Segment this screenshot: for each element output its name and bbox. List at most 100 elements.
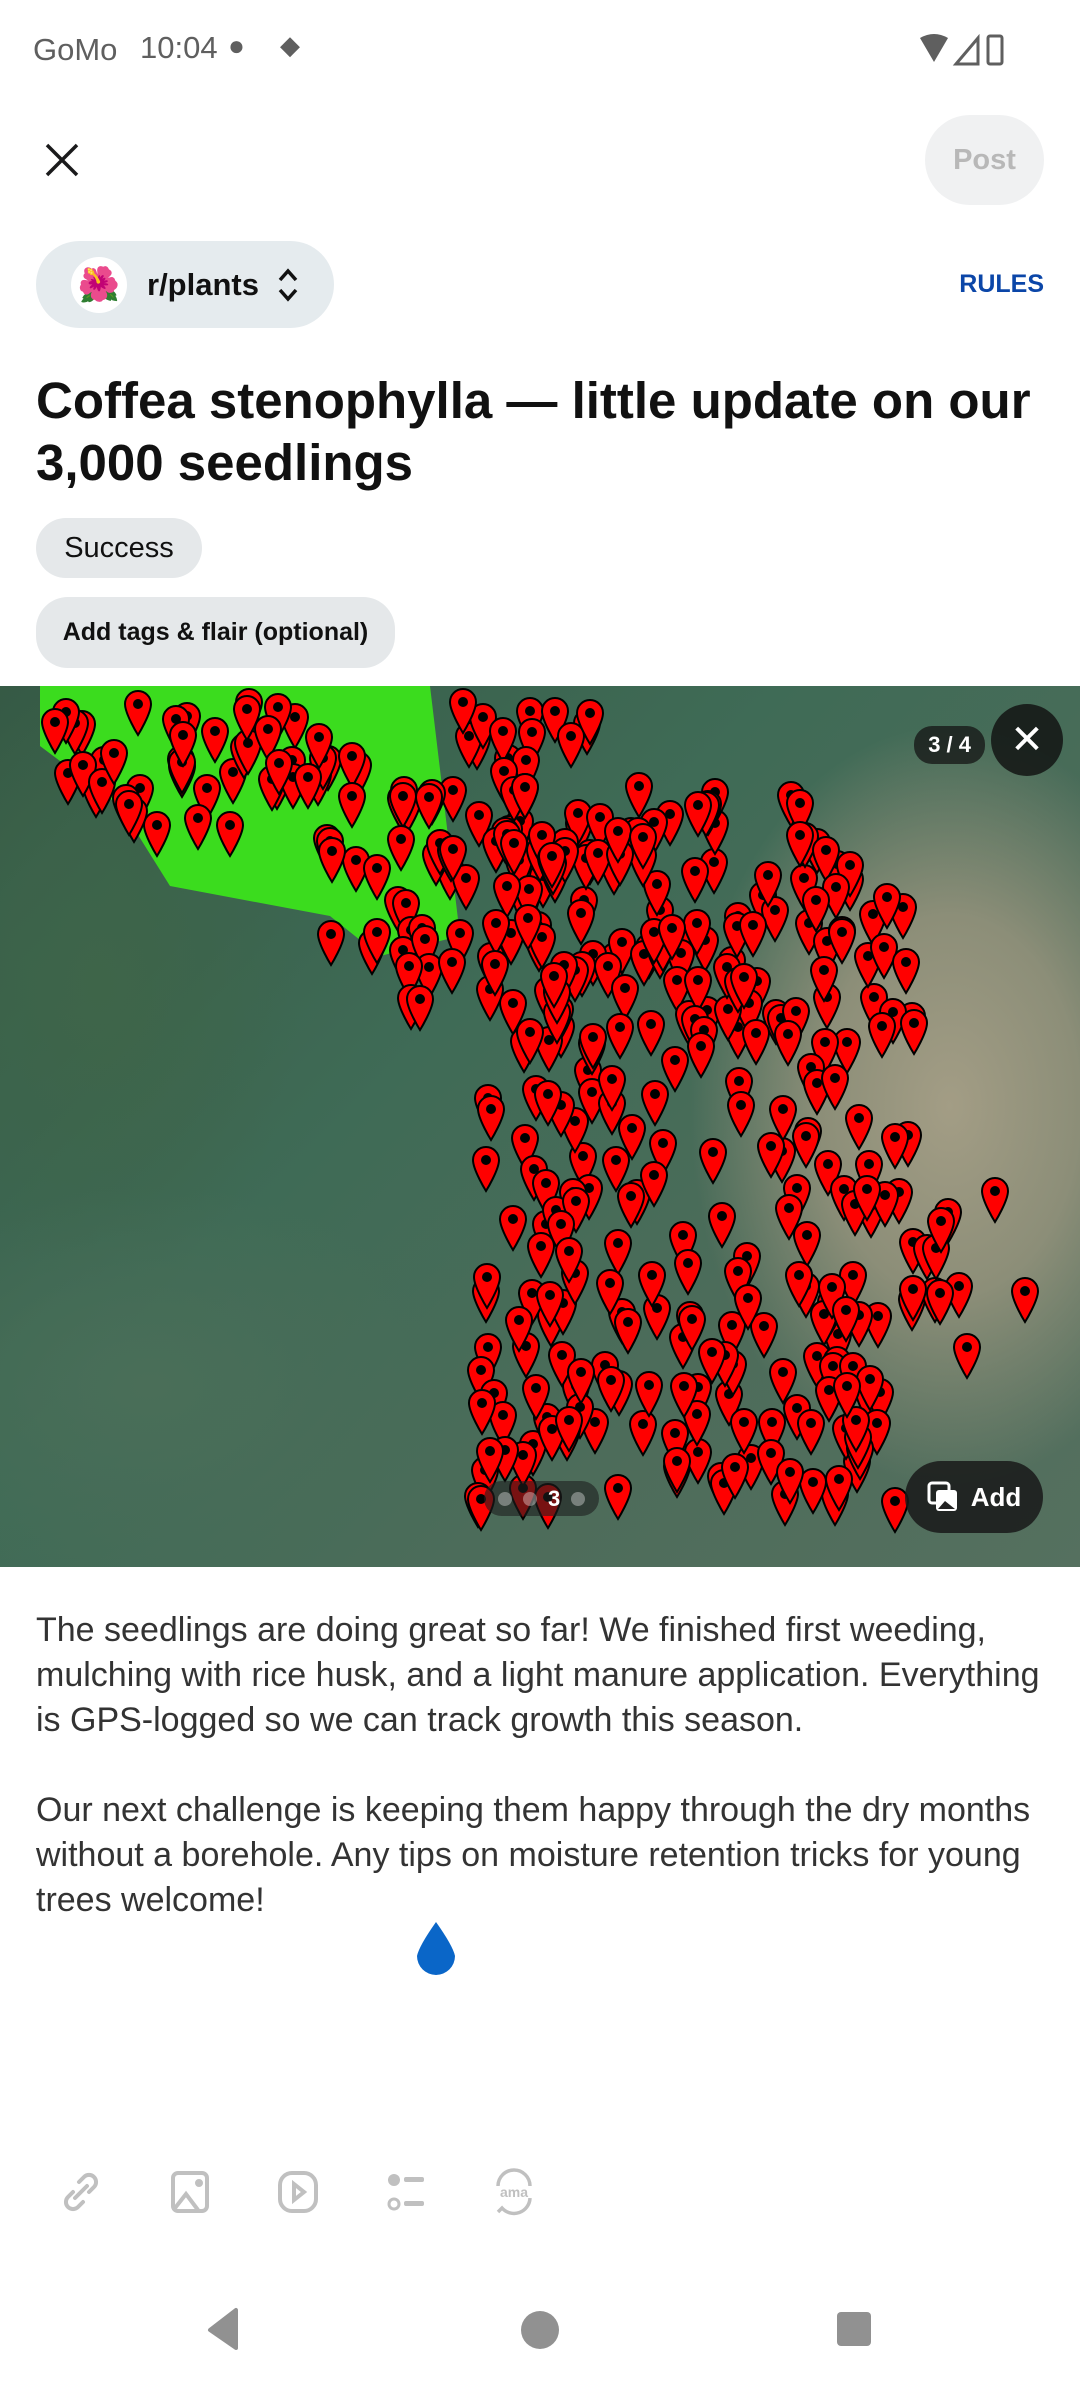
battery-icon [986,34,1004,66]
gps-pin-icon [774,1193,803,1241]
gps-pin-icon [867,1012,896,1060]
add-tags-button[interactable]: Add tags & flair (optional) [36,597,395,668]
gps-pin-icon [926,1278,955,1326]
remove-media-button[interactable]: ✕ [991,704,1063,776]
gps-pin-icon [629,1410,658,1458]
gps-pin-icon [566,1357,595,1405]
gps-pin-icon [870,933,899,981]
gps-pin-icon [533,1079,562,1127]
community-selector[interactable]: 🌺 r/plants [36,241,334,328]
add-media-button[interactable]: Add [905,1461,1043,1533]
ama-icon[interactable]: ama [490,2168,538,2216]
gps-pin-icon [168,721,197,769]
gps-pin-icon [841,1405,870,1453]
gps-pin-icon [538,841,567,889]
home-nav-icon[interactable] [510,2300,570,2360]
gps-pin-icon [294,763,323,811]
gps-pin-icon [699,848,728,896]
media-image-gps-map[interactable]: 3 / 4 ✕ 3 Add [0,686,1080,1567]
gps-pin-icon [831,1295,860,1343]
game-notification-icon: ◆ [280,30,300,60]
gps-pin-icon [729,1408,758,1456]
post-button[interactable]: Post [925,115,1044,205]
gps-pin-icon [697,1337,726,1385]
gps-pin-icon [980,1176,1010,1224]
gps-pin-icon [686,1031,715,1079]
gps-pin-icon [757,1132,786,1180]
gps-pin-icon [438,948,467,995]
gps-pin-icon [855,1365,885,1413]
image-icon[interactable] [166,2168,214,2216]
close-icon[interactable] [44,142,80,178]
community-avatar: 🌺 [71,256,127,313]
gps-pin-icon [536,1281,565,1329]
gps-pin-icon [406,985,435,1033]
gps-pin-icon [811,835,840,883]
gps-pin-icon [1010,1276,1040,1324]
add-media-label: Add [970,1481,1022,1512]
gps-pin-icon [660,1045,689,1093]
link-icon[interactable] [57,2168,105,2216]
gps-pin-icon [642,1294,671,1342]
gps-pin-icon [598,1064,627,1112]
gps-pin-icon [604,1474,633,1522]
gps-pin-icon [540,961,569,1009]
message-notification-icon: ● [228,30,245,61]
gps-pin-icon [635,1370,664,1418]
gps-pin-icon [499,829,528,877]
gps-pin-icon [233,695,262,743]
gps-pin-icon [475,1436,505,1484]
flair-chip[interactable]: Success [36,518,202,578]
page-indicator[interactable]: 3 [484,1481,599,1516]
add-image-icon [927,1481,957,1511]
gps-pin-icon [833,1372,862,1420]
body-paragraph: Our next challenge is keeping them happy… [36,1791,1031,1919]
page-dot[interactable] [571,1491,586,1506]
gps-pin-icon [757,1438,786,1486]
video-icon[interactable] [274,2168,322,2216]
gps-pin-icon [683,909,712,957]
gps-pin-icon [739,911,768,959]
page-dot[interactable] [522,1491,537,1506]
gps-pin-icon [814,1149,843,1197]
gps-pin-icon [730,963,759,1011]
gps-pin-icon [362,853,391,901]
gps-pin-icon [338,741,367,789]
gps-pin-icon [593,952,623,1000]
post-title[interactable]: Coffea stenophylla — little update on ou… [36,372,1031,491]
gps-pin-icon [616,1182,645,1230]
gps-pin-icon [337,781,366,829]
gps-pin-icon [596,1366,626,1414]
text-cursor-handle-icon[interactable] [413,1920,459,1976]
gps-pin-icon [516,1018,545,1066]
gps-pin-icon [673,1248,702,1296]
rules-link[interactable]: RULES [959,270,1044,298]
gps-pin-icon [548,1340,577,1388]
gps-pin-icon [499,1204,528,1252]
gps-pin-icon [318,837,347,885]
gps-pin-icon [785,820,814,868]
page-dot[interactable] [497,1491,512,1506]
gps-pin-icon [514,904,543,952]
gps-pin-icon [825,1464,854,1512]
gps-pin-icon [773,1019,802,1067]
gps-pin-icon [783,1394,812,1442]
gps-pin-icon [481,949,510,997]
gps-pin-icon [124,690,153,738]
svg-text:ama: ama [500,2184,528,2200]
gps-pin-icon [721,1452,750,1500]
poll-icon[interactable] [382,2168,430,2216]
post-body-input[interactable]: The seedlings are doing great so far! We… [36,1608,1046,1968]
gps-pin-icon [595,1269,624,1316]
back-nav-icon[interactable] [196,2300,256,2360]
gps-pin-icon [264,749,293,797]
gps-pin-icon [639,1161,668,1209]
signal-icon [952,33,980,66]
recents-nav-icon[interactable] [823,2300,883,2360]
gps-pin-icon [733,1283,762,1331]
gps-pin-icon [699,1138,728,1185]
gps-pin-icon [637,1010,666,1058]
gps-pin-icon [792,1122,821,1170]
gps-pin-icon [742,1019,771,1067]
gps-pin-icon [555,1237,584,1284]
